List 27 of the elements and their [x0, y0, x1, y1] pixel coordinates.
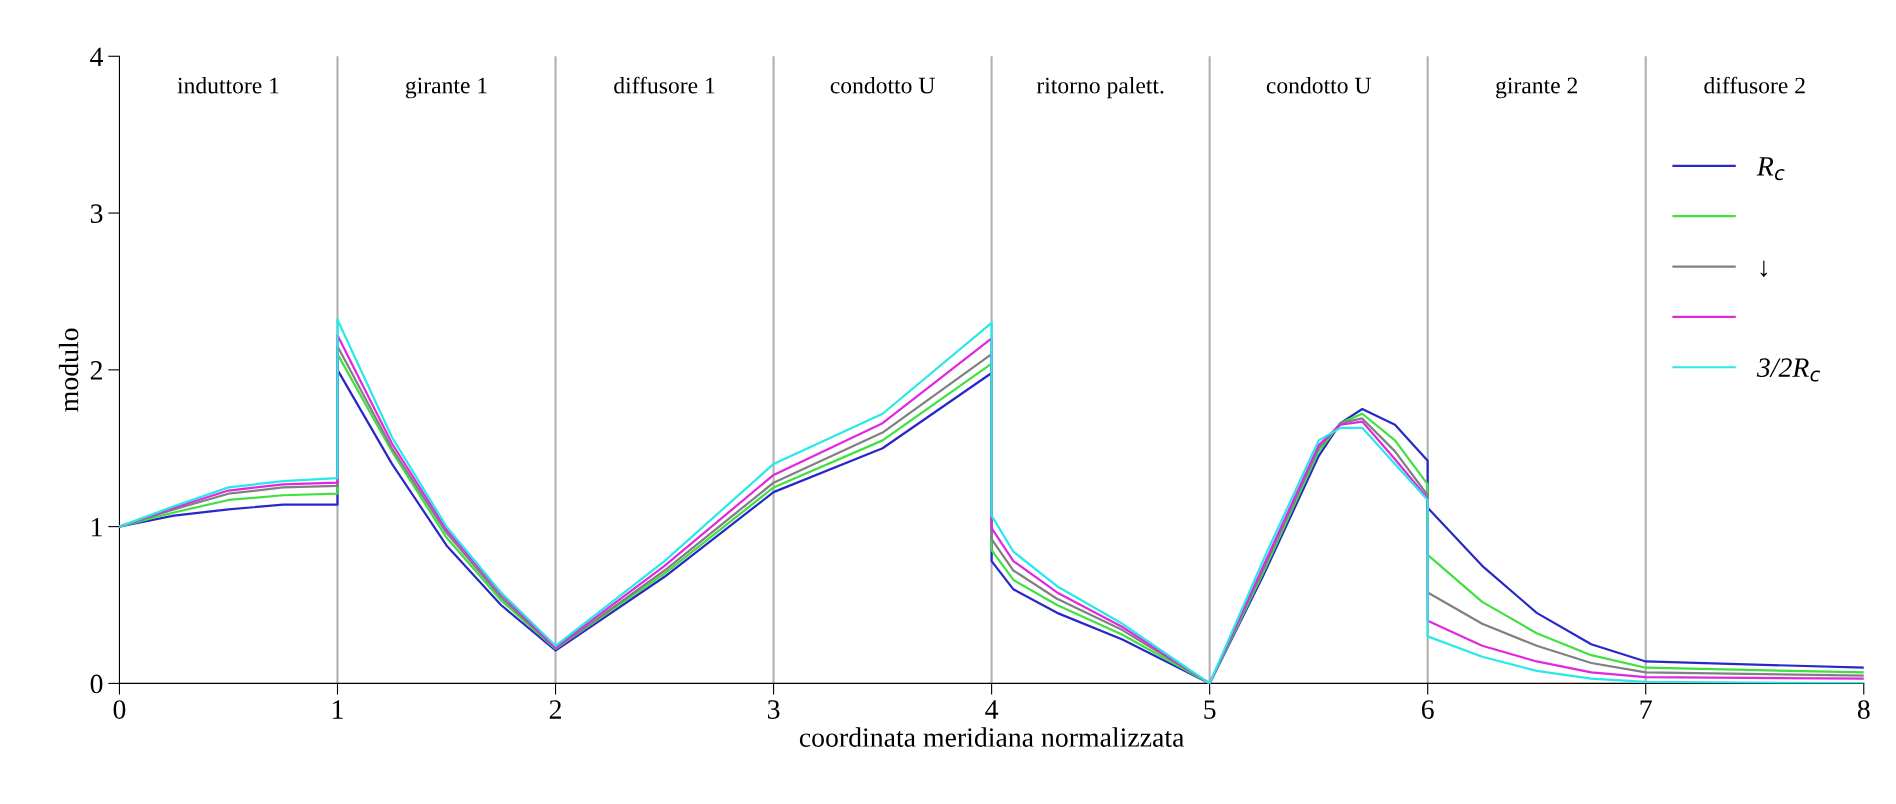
annotation: condotto U — [830, 76, 935, 94]
x-axis-title: coordinata meridiana normalizzata — [799, 727, 1185, 747]
y-tick-label: 1 — [92, 517, 102, 537]
y-tick-label: 3 — [90, 204, 103, 223]
annotation: condotto U — [1266, 76, 1371, 94]
y-tick-label: 2 — [90, 361, 102, 380]
annotation: girante 1 — [405, 77, 487, 99]
x-tick-label: 8 — [1857, 700, 1870, 719]
annotation: diffusore 1 — [614, 76, 715, 94]
annotation: induttore 1 — [177, 76, 279, 94]
x-tick-label: 5 — [1204, 700, 1216, 719]
legend-label: ↓ — [1760, 260, 1768, 278]
x-tick-label: 0 — [113, 700, 126, 719]
annotation: ritorno palett. — [1036, 76, 1164, 99]
y-axis-title: modulo — [58, 328, 79, 412]
x-tick-label: 7 — [1640, 700, 1652, 719]
x-tick-label: 6 — [1421, 700, 1434, 719]
annotation: diffusore 2 — [1704, 76, 1805, 94]
x-tick-label: 2 — [549, 700, 561, 719]
x-tick-label: 4 — [985, 700, 999, 719]
x-tick-label: 1 — [332, 700, 343, 719]
legend-label: 3/2R$_{c}$ — [1756, 358, 1821, 382]
annotation: girante 2 — [1496, 77, 1578, 99]
x-tick-label: 3 — [767, 700, 780, 719]
y-tick-label: 4 — [90, 47, 104, 66]
y-tick-label: 0 — [90, 674, 103, 694]
legend-label: R$_{c}$ — [1756, 157, 1785, 181]
